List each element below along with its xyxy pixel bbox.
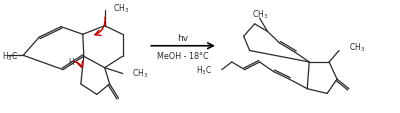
Text: CH$_3$: CH$_3$	[132, 67, 149, 79]
Text: CH$_3$: CH$_3$	[349, 41, 365, 53]
Text: hv: hv	[178, 33, 189, 42]
Text: CH$_3$: CH$_3$	[252, 8, 268, 20]
Text: H: H	[68, 58, 74, 67]
Text: H$_3$C: H$_3$C	[2, 50, 19, 62]
Text: CH$_3$: CH$_3$	[113, 2, 129, 15]
Text: H$_3$C: H$_3$C	[196, 64, 212, 76]
Text: MeOH - 18°C: MeOH - 18°C	[157, 51, 209, 60]
